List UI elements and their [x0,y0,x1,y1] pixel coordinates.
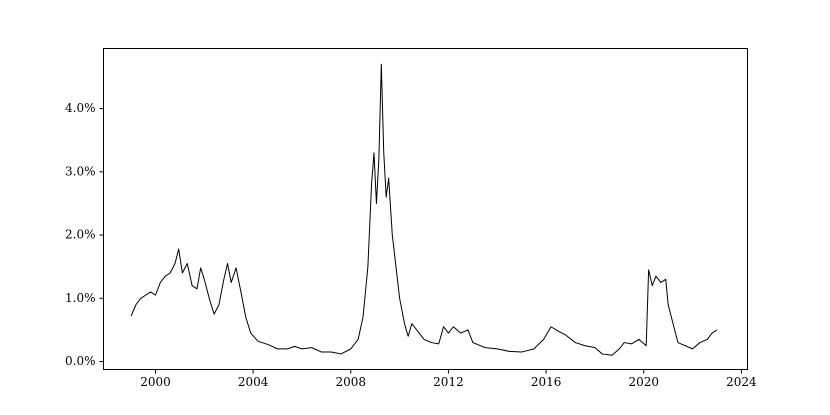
x-tick-label: 2000 [140,375,171,389]
y-tick-label: 0.0% [65,354,96,368]
plot-frame [103,48,748,370]
x-tick-label: 2024 [726,375,757,389]
x-tick-label: 2012 [433,375,464,389]
y-tick-label: 4.0% [65,101,96,115]
x-tick-label: 2020 [628,375,659,389]
x-tick-label: 2008 [336,375,367,389]
y-tick-label: 1.0% [65,291,96,305]
x-tick-label: 2016 [531,375,562,389]
y-tick-label: 3.0% [65,164,96,178]
y-tick-label: 2.0% [65,228,96,242]
x-tick-label: 2004 [238,375,269,389]
data-line [130,63,718,356]
